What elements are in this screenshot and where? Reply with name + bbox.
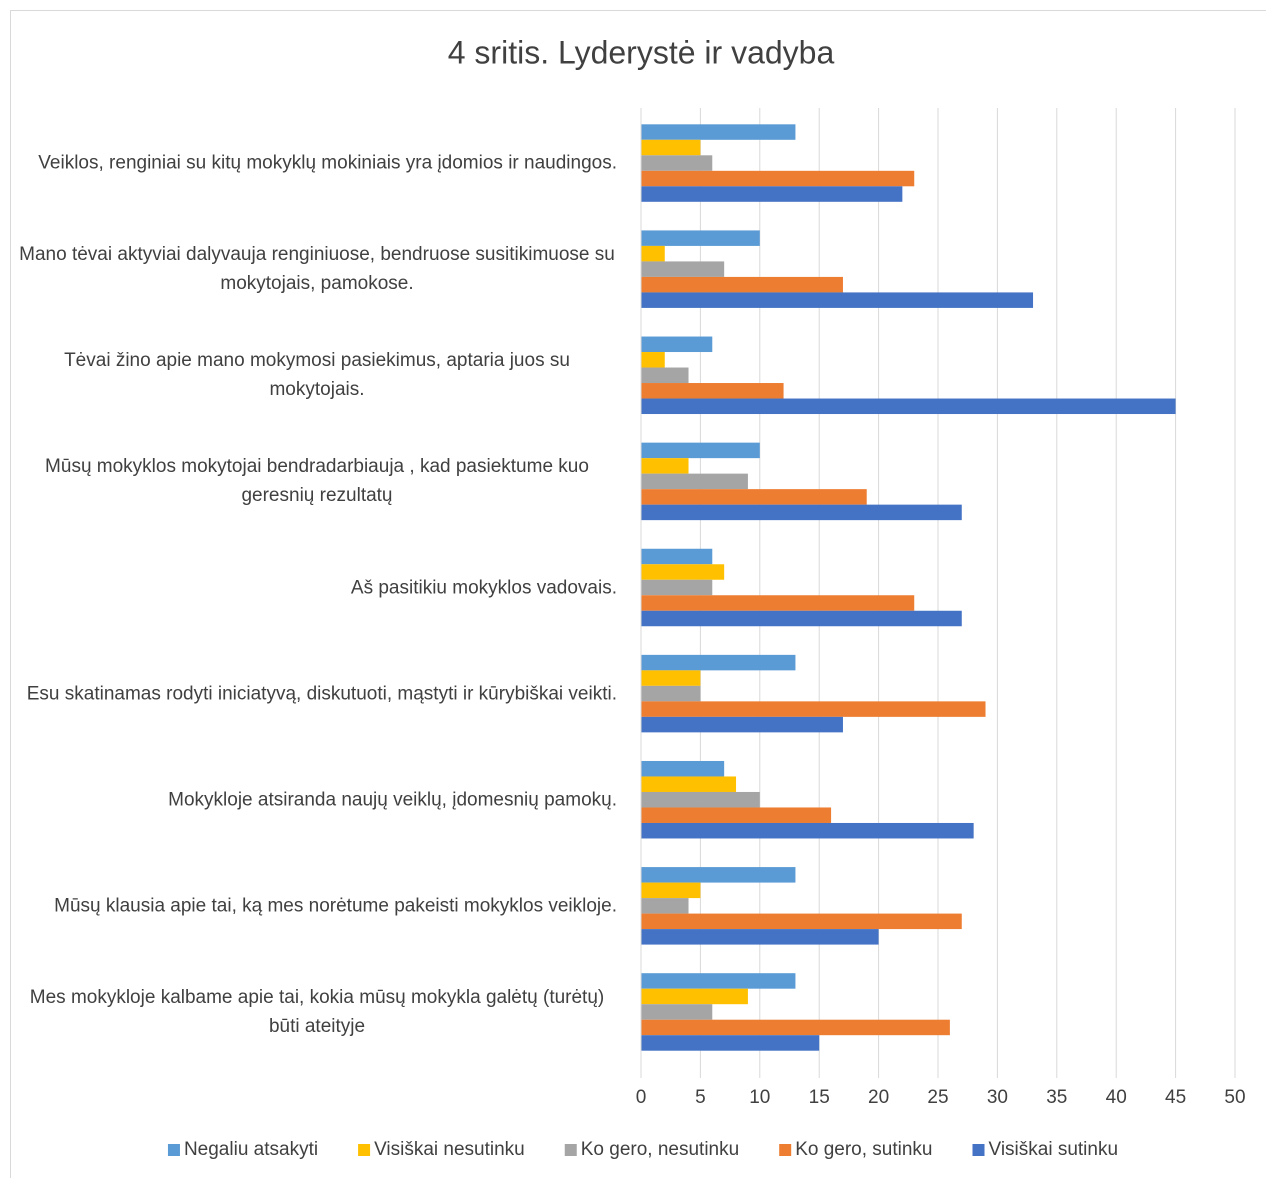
bar — [641, 170, 915, 187]
bar — [641, 822, 974, 839]
bar — [641, 929, 879, 945]
legend-label: Visiškai sutinku — [988, 1139, 1118, 1160]
x-tick-label: 5 — [695, 1087, 706, 1108]
category-text: Mes mokykloje kalbame apie tai, kokia mū… — [29, 986, 605, 1037]
bar — [641, 913, 962, 930]
bar — [641, 701, 986, 717]
category-text: Mūsų mokyklos mokytojai bendradarbiauja … — [45, 456, 589, 507]
bar — [641, 458, 689, 474]
x-tick-label: 0 — [636, 1087, 647, 1108]
x-tick-label: 40 — [1106, 1087, 1127, 1108]
bar — [641, 276, 843, 293]
bar — [641, 776, 737, 792]
x-tick-label: 30 — [987, 1087, 1008, 1108]
category-label: Mano tėvai aktyviai dalyvauja renginiuos… — [17, 240, 617, 298]
x-tick-label: 35 — [1046, 1087, 1067, 1108]
bar — [641, 336, 713, 353]
bar — [641, 564, 725, 580]
category-text: Esu skatinamas rodyti iniciatyvą, diskut… — [26, 683, 617, 705]
x-tick-label: 50 — [1224, 1087, 1245, 1108]
category-text: Mūsų klausia apie tai, ką mes norėtume p… — [54, 895, 617, 917]
category-text: Veiklos, renginiai su kitų mokyklų mokin… — [38, 152, 617, 174]
bar — [641, 139, 701, 156]
legend-label: Visiškai nesutinku — [374, 1139, 525, 1160]
bar — [641, 760, 725, 777]
category-label: Veiklos, renginiai su kitų mokyklų mokin… — [17, 149, 617, 178]
category-text: Mano tėvai aktyviai dalyvauja renginiuos… — [19, 244, 615, 295]
legend-swatch — [779, 1144, 792, 1156]
bar — [641, 807, 832, 823]
bar — [641, 504, 962, 521]
bar — [641, 245, 665, 262]
bar — [641, 442, 760, 459]
bar — [641, 1019, 950, 1036]
category-label: Mūsų klausia apie tai, ką mes norėtume p… — [17, 891, 617, 920]
bar — [641, 473, 748, 490]
bar — [641, 610, 962, 627]
bar — [641, 654, 796, 671]
bar — [641, 716, 843, 733]
bar — [641, 867, 796, 883]
bar — [641, 230, 760, 246]
bar — [641, 124, 796, 140]
bar — [641, 898, 689, 914]
bar — [641, 292, 1034, 308]
legend-swatch — [167, 1144, 180, 1156]
category-label: Mūsų mokyklos mokytojai bendradarbiauja … — [17, 452, 617, 510]
x-tick-label: 10 — [749, 1087, 770, 1108]
x-tick-label: 45 — [1165, 1087, 1186, 1108]
bar — [641, 791, 760, 808]
bar — [641, 352, 665, 368]
bar — [641, 882, 701, 899]
legend-label: Ko gero, nesutinku — [581, 1139, 739, 1160]
legend-swatch — [358, 1144, 371, 1156]
bar — [641, 155, 713, 171]
category-label: Tėvai žino apie mano mokymosi pasiekimus… — [17, 346, 617, 404]
chart-title: 4 sritis. Lyderystė ir vadyba — [448, 34, 835, 70]
bar — [641, 367, 689, 384]
category-text: Mokykloje atsiranda naujų veiklų, įdomes… — [168, 789, 617, 811]
x-tick-label: 20 — [868, 1087, 889, 1108]
chart-border — [10, 10, 1266, 1178]
bar — [641, 595, 915, 611]
legend-swatch — [972, 1144, 985, 1156]
category-label: Esu skatinamas rodyti iniciatyvą, diskut… — [17, 679, 617, 708]
bar — [641, 1004, 713, 1020]
bar — [641, 489, 867, 505]
bar — [641, 398, 1176, 415]
legend-swatch — [564, 1144, 577, 1156]
bar — [641, 579, 713, 596]
bar — [641, 383, 784, 399]
category-text: Tėvai žino apie mano mokymosi pasiekimus… — [64, 350, 570, 401]
bar — [641, 1035, 820, 1051]
category-text: Aš pasitikiu mokyklos vadovais. — [350, 577, 617, 598]
bar — [641, 670, 701, 686]
x-tick-label: 25 — [927, 1087, 948, 1108]
bar — [641, 988, 748, 1005]
legend-label: Negaliu atsakyti — [184, 1139, 318, 1160]
bar — [641, 685, 701, 702]
category-label: Mes mokykloje kalbame apie tai, kokia mū… — [17, 983, 617, 1041]
bar — [641, 973, 796, 989]
category-label: Mokykloje atsiranda naujų veiklų, įdomes… — [17, 785, 617, 814]
bar — [641, 261, 725, 277]
bar — [641, 186, 903, 202]
bar — [641, 548, 713, 565]
legend-label: Ko gero, sutinku — [795, 1139, 932, 1160]
x-tick-label: 15 — [809, 1087, 830, 1108]
category-label: Aš pasitikiu mokyklos vadovais. — [17, 573, 617, 602]
